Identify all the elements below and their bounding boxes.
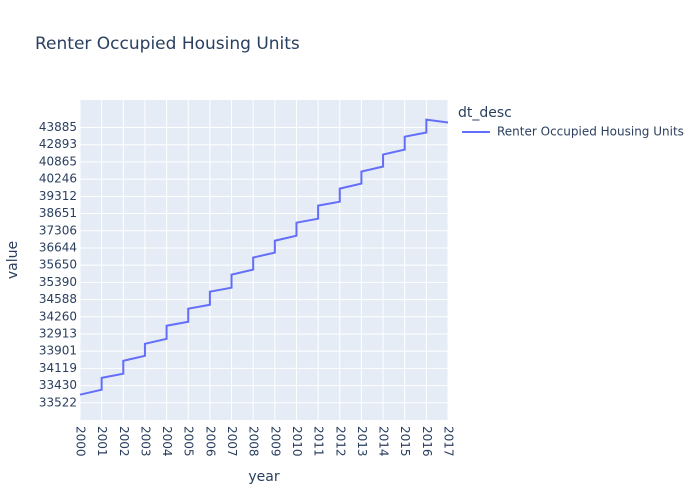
chart-title: Renter Occupied Housing Units	[35, 34, 300, 54]
y-tick-label: 33430	[39, 378, 77, 392]
legend-title: dt_desc	[458, 105, 512, 121]
x-tick-label: 2003	[138, 426, 152, 457]
y-tick-label: 34119	[39, 361, 77, 375]
y-tick-label: 35650	[39, 258, 77, 272]
x-tick-label: 2004	[160, 426, 174, 457]
plot-area	[80, 100, 448, 420]
line	[79, 118, 449, 396]
y-tick-label: 40246	[39, 172, 77, 186]
x-tick-label: 2016	[420, 426, 434, 457]
x-tick-label: 2005	[182, 426, 196, 457]
y-tick-label: 43885	[39, 120, 77, 134]
x-tick-label: 2009	[268, 426, 282, 457]
y-axis-title: value	[5, 241, 21, 279]
x-tick-label: 2000	[74, 426, 88, 457]
y-tick-label: 34260	[39, 309, 77, 323]
x-tick-label: 2008	[247, 426, 261, 457]
x-tick-label: 2002	[117, 426, 131, 457]
y-tick-label: 35390	[39, 275, 77, 289]
x-tick-label: 2014	[377, 426, 391, 457]
y-tick-label: 36644	[39, 240, 77, 254]
x-tick-label: 2015	[398, 426, 412, 457]
y-tick-label: 32913	[39, 326, 77, 340]
y-tick-label: 42893	[39, 137, 77, 151]
x-tick-label: 2013	[355, 426, 369, 457]
x-tick-label: 2010	[290, 426, 304, 457]
y-tick-label: 40865	[39, 154, 77, 168]
x-tick-label: 2012	[333, 426, 347, 457]
x-tick-label: 2011	[312, 426, 326, 457]
legend-label: Renter Occupied Housing Units	[497, 125, 684, 139]
x-tick-label: 2007	[225, 426, 239, 457]
y-tick-label: 33522	[39, 395, 77, 409]
x-axis-title: year	[248, 469, 279, 485]
y-tick-label: 34588	[39, 292, 77, 306]
y-tick-label: 38651	[39, 206, 77, 220]
x-tick-label: 2006	[203, 426, 217, 457]
y-tick-label: 33901	[39, 344, 77, 358]
x-tick-label: 2001	[95, 426, 109, 457]
y-tick-label: 37306	[39, 223, 77, 237]
x-tick-label: 2017	[442, 426, 456, 457]
y-tick-label: 39312	[39, 189, 77, 203]
